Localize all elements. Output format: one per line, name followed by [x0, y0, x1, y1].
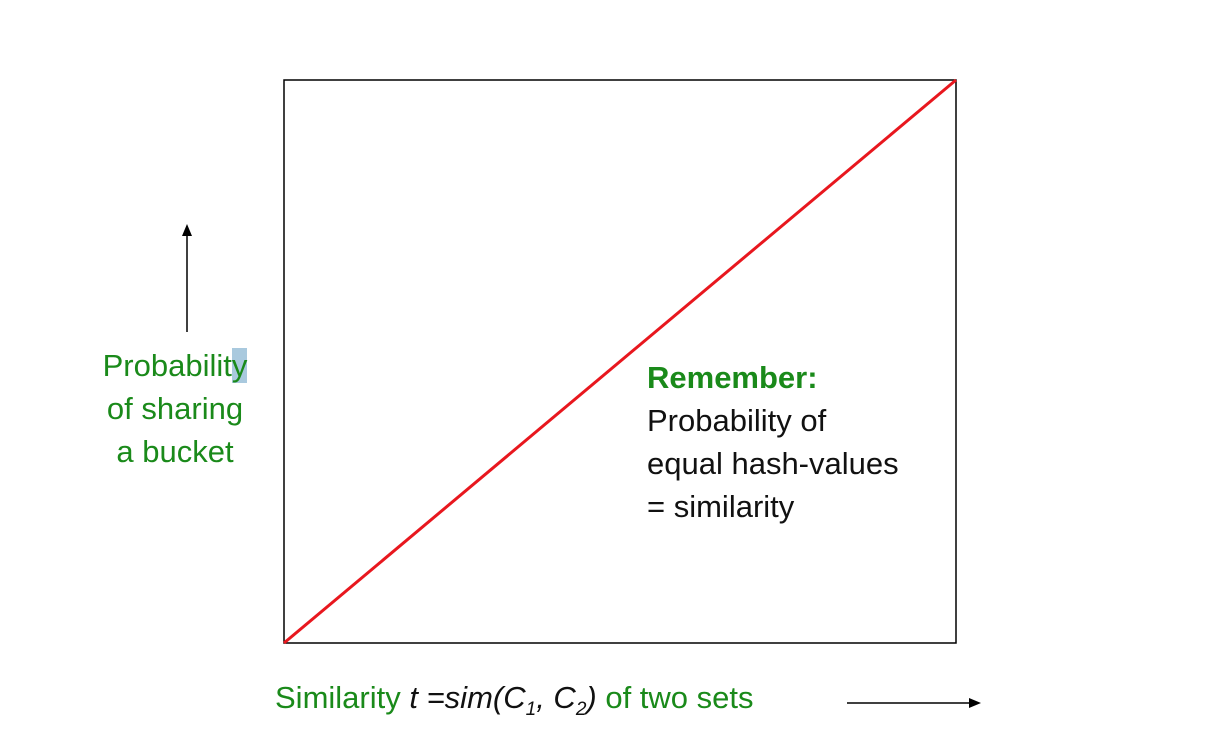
series-line-1 — [283, 78, 957, 645]
x-axis-label-sub1: 1 — [525, 699, 537, 720]
y-axis-label-line-1: Probability — [70, 344, 280, 387]
annotation-line-1: Probability of — [647, 403, 827, 438]
y-axis-label-highlighted-letter: y — [231, 348, 248, 383]
x-axis-label-sim: =sim( — [417, 680, 504, 715]
series-layer — [283, 78, 957, 645]
x-axis-label-c2: C — [553, 680, 576, 715]
plot-frame — [283, 79, 957, 644]
annotation-box: Remember: Probability of equal hash-valu… — [647, 356, 899, 528]
y-axis-label-text-1: Probabilit — [102, 348, 232, 383]
x-axis-label-formula: t =sim(C1, C2) — [409, 680, 597, 719]
y-axis-label-line-3: a bucket — [116, 434, 234, 469]
x-axis-label-prefix: Similarity — [275, 680, 410, 715]
y-axis-arrow-head — [182, 224, 192, 236]
annotation-line-2: equal hash-values — [647, 446, 899, 481]
y-axis-label-line-2: of sharing — [106, 391, 244, 426]
x-axis-label-comma: , — [536, 680, 554, 715]
x-axis-label-suffix: of two sets — [596, 680, 754, 715]
y-axis-label: Probability of sharing a bucket — [70, 344, 280, 473]
x-axis-arrow-head — [969, 698, 981, 708]
annotation-line-3: = similarity — [647, 489, 795, 524]
x-axis-label-c1: C — [503, 680, 526, 715]
x-axis-label-t: t — [409, 680, 418, 715]
annotation-heading: Remember: — [647, 360, 818, 395]
x-axis-label: Similarity t =sim(C1, C2) of two sets — [275, 676, 754, 719]
x-axis-label-close: ) — [586, 680, 597, 715]
x-axis-label-sub2: 2 — [575, 699, 587, 720]
